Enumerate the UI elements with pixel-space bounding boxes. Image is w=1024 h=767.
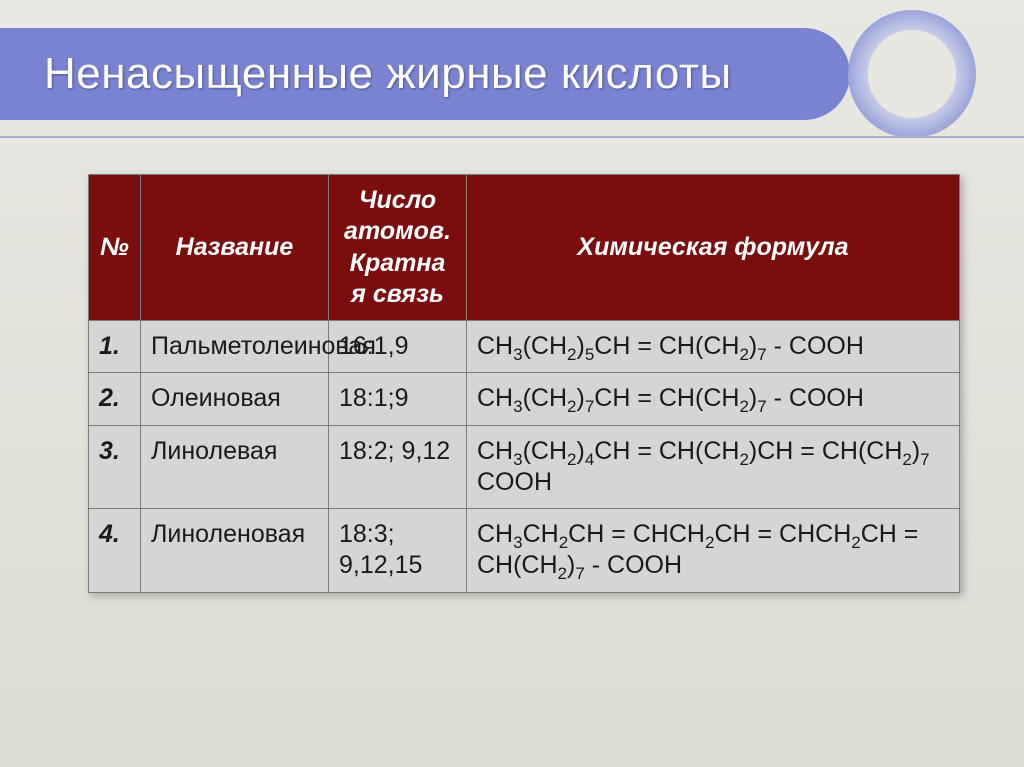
- slide-title: Ненасыщенные жирные кислоты: [44, 49, 732, 99]
- cell-name: Линолевая: [141, 425, 329, 509]
- cell-name: Пальметолеиновая: [141, 321, 329, 373]
- col-atoms: Число атомов. Кратна я связь: [329, 175, 467, 321]
- table-header-row: № Название Число атомов. Кратна я связь …: [89, 175, 960, 321]
- cell-num: 1.: [89, 321, 141, 373]
- cell-atoms: 16:1,9: [329, 321, 467, 373]
- slide: Ненасыщенные жирные кислоты № Название Ч…: [0, 0, 1024, 767]
- col-num: №: [89, 175, 141, 321]
- cell-num: 2.: [89, 373, 141, 425]
- table-row: 3. Линолевая 18:2; 9,12 CH3(CH2)4CH = CH…: [89, 425, 960, 509]
- table-row: 1. Пальметолеиновая 16:1,9 CH3(CH2)5CH =…: [89, 321, 960, 373]
- col-formula: Химическая формула: [467, 175, 960, 321]
- col-atoms-l1: Число: [359, 186, 436, 214]
- cell-name: Олеиновая: [141, 373, 329, 425]
- cell-formula: CH3(CH2)5CH = CH(CH2)7 - COOH: [467, 321, 960, 373]
- cell-num: 4.: [89, 509, 141, 593]
- cell-atoms: 18:3; 9,12,15: [329, 509, 467, 593]
- cell-atoms: 18:1;9: [329, 373, 467, 425]
- col-atoms-l4: я связь: [351, 280, 444, 308]
- decor-ring: [848, 10, 976, 138]
- table-row: 4. Линоленовая 18:3; 9,12,15 CH3CH2CH = …: [89, 509, 960, 593]
- col-atoms-l2: атомов.: [344, 217, 451, 245]
- cell-name: Линоленовая: [141, 509, 329, 593]
- col-atoms-l3: Кратна: [350, 249, 446, 277]
- table-container: № Название Число атомов. Кратна я связь …: [0, 150, 1024, 593]
- title-region: Ненасыщенные жирные кислоты: [0, 0, 1024, 150]
- title-bar: Ненасыщенные жирные кислоты: [0, 28, 850, 120]
- decor-rule: [0, 136, 1024, 138]
- acids-table: № Название Число атомов. Кратна я связь …: [88, 174, 960, 593]
- table-row: 2. Олеиновая 18:1;9 CH3(CH2)7CH = CH(CH2…: [89, 373, 960, 425]
- col-name: Название: [141, 175, 329, 321]
- cell-formula: CH3(CH2)4CH = CH(CH2)CH = CH(CH2)7 COOH: [467, 425, 960, 509]
- cell-formula: CH3CH2CH = CHCH2CH = CHCH2CH = CH(CH2)7 …: [467, 509, 960, 593]
- cell-num: 3.: [89, 425, 141, 509]
- cell-formula: CH3(CH2)7CH = CH(CH2)7 - COOH: [467, 373, 960, 425]
- cell-atoms: 18:2; 9,12: [329, 425, 467, 509]
- table-body: 1. Пальметолеиновая 16:1,9 CH3(CH2)5CH =…: [89, 321, 960, 593]
